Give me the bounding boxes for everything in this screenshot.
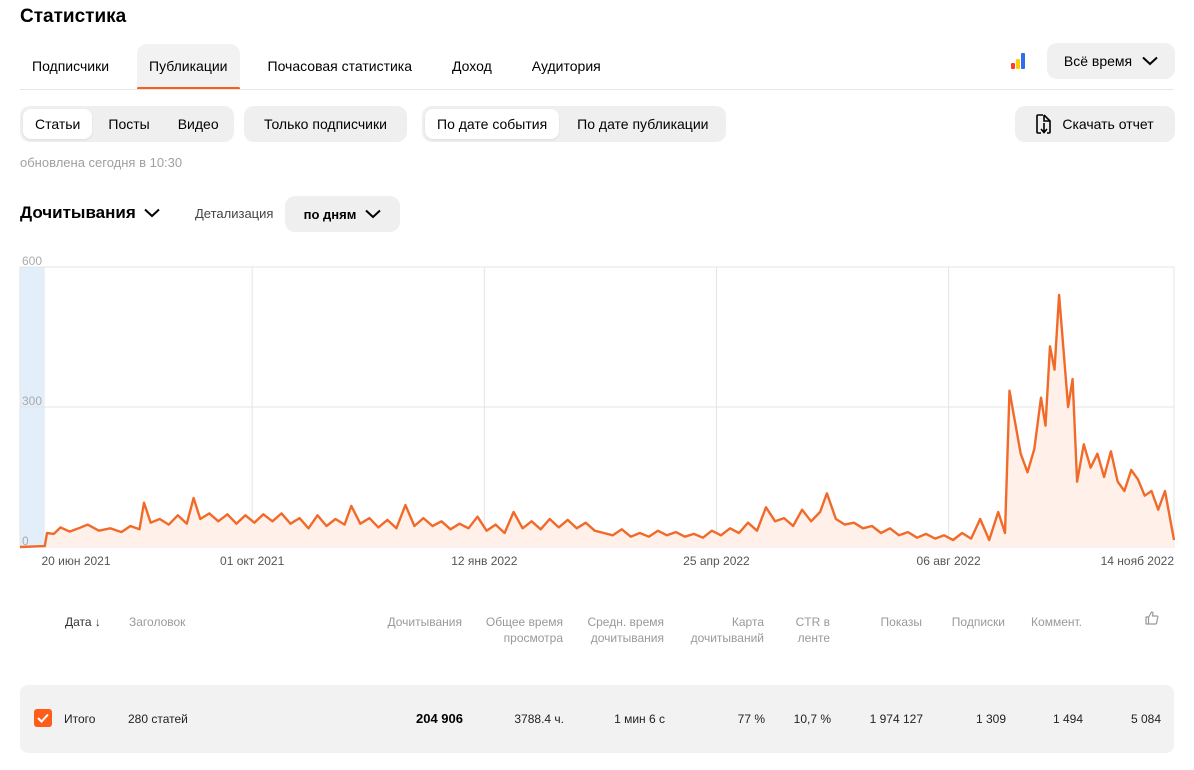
total-read-map: 77 % — [737, 712, 765, 726]
total-title: 280 статей — [128, 712, 188, 726]
detail-select[interactable]: по дням — [285, 196, 400, 232]
column-total-time[interactable]: Общее время просмотра — [485, 615, 563, 645]
column-read-map[interactable]: Карта дочитываний — [690, 615, 764, 645]
download-report-button[interactable]: Скачать отчет — [1015, 106, 1175, 142]
total-likes: 5 084 — [1130, 712, 1161, 726]
chevron-down-icon — [1142, 56, 1158, 66]
thumbs-up-icon — [1145, 611, 1159, 625]
column-likes[interactable] — [1145, 611, 1159, 629]
filter-by-event-date[interactable]: По дате события — [425, 109, 560, 139]
top-tabs: Подписчики Публикации Почасовая статисти… — [20, 44, 629, 90]
chevron-down-icon — [365, 209, 382, 219]
filter-articles[interactable]: Статьи — [23, 109, 93, 139]
tab-subscribers[interactable]: Подписчики — [32, 58, 110, 74]
y-tick-label: 300 — [22, 394, 42, 408]
series-line — [19, 293, 1176, 549]
tab-hourly-stats[interactable]: Почасовая статистика — [267, 58, 413, 74]
filter-by-publication-date[interactable]: По дате публикации — [577, 116, 709, 132]
page-title: Статистика — [20, 6, 127, 27]
tab-audience[interactable]: Аудитория — [531, 58, 601, 74]
filter-posts[interactable]: Посты — [108, 116, 150, 132]
metric-select-label: Дочитывания — [20, 203, 136, 222]
x-tick-label: 14 нояб 2022 — [1101, 554, 1175, 568]
table-total-row: Итого 280 статей 204 906 3788.4 ч. 1 мин… — [20, 685, 1174, 753]
tab-publications[interactable]: Публикации — [137, 44, 240, 90]
total-checkbox[interactable] — [34, 709, 52, 727]
y-tick-label: 0 — [22, 534, 29, 548]
content-type-toggle: Статьи Посты Видео — [20, 106, 234, 142]
date-mode-toggle: По дате события По дате публикации — [422, 106, 727, 142]
column-comments[interactable]: Коммент. — [1031, 615, 1082, 629]
column-shows[interactable]: Показы — [880, 615, 922, 629]
reads-chart[interactable]: 600 300 0 20 июн 2021 01 окт 2021 12 янв 2022… — [0, 250, 1194, 580]
total-view-time: 3788.4 ч. — [514, 712, 564, 726]
period-select[interactable]: Всё время — [1047, 43, 1175, 79]
tab-income[interactable]: Доход — [452, 58, 492, 74]
total-shows: 1 974 127 — [869, 712, 923, 726]
column-date[interactable]: Дата ↓ — [65, 615, 101, 629]
total-avg-time: 1 мин 6 с — [614, 712, 665, 726]
total-ctr: 10,7 % — [793, 712, 831, 726]
column-subscriptions[interactable]: Подписки — [951, 615, 1005, 629]
column-ctr[interactable]: CTR в ленте — [795, 615, 830, 645]
column-reads[interactable]: Дочитывания — [387, 615, 463, 629]
bar-chart-icon[interactable] — [1011, 52, 1029, 69]
column-title[interactable]: Заголовок — [129, 615, 186, 629]
tabs-divider — [20, 89, 1174, 90]
x-tick-label: 01 окт 2021 — [220, 554, 285, 568]
updated-timestamp: обновлена сегодня в 10:30 — [20, 155, 183, 170]
y-tick-label: 600 — [22, 254, 42, 268]
detail-select-label: по дням — [303, 206, 357, 222]
total-reads: 204 906 — [416, 711, 463, 726]
reads-chart-svg[interactable]: 600 300 0 20 июн 2021 01 окт 2021 12 янв 2022… — [0, 250, 1194, 580]
x-tick-label: 25 апр 2022 — [683, 554, 750, 568]
period-select-label: Всё время — [1063, 53, 1133, 69]
x-tick-label: 06 авг 2022 — [917, 554, 981, 568]
download-file-icon — [1036, 114, 1052, 134]
checkmark-icon — [37, 713, 49, 723]
column-avg-time[interactable]: Средн. время дочитывания — [587, 615, 664, 645]
total-comments: 1 494 — [1052, 712, 1083, 726]
x-tick-label: 12 янв 2022 — [451, 554, 518, 568]
total-subscriptions: 1 309 — [975, 712, 1006, 726]
filter-video[interactable]: Видео — [177, 116, 219, 132]
x-tick-label: 20 июн 2021 — [41, 554, 110, 568]
chevron-down-icon — [144, 208, 160, 218]
total-label: Итого — [64, 712, 96, 726]
sort-down-icon: ↓ — [94, 615, 101, 629]
download-report-label: Скачать отчет — [1062, 116, 1154, 132]
series-area — [20, 295, 1174, 547]
detail-label: Детализация — [195, 206, 274, 221]
subscribers-only-button[interactable]: Только подписчики — [244, 106, 407, 142]
metric-select[interactable]: Дочитывания — [20, 203, 160, 223]
